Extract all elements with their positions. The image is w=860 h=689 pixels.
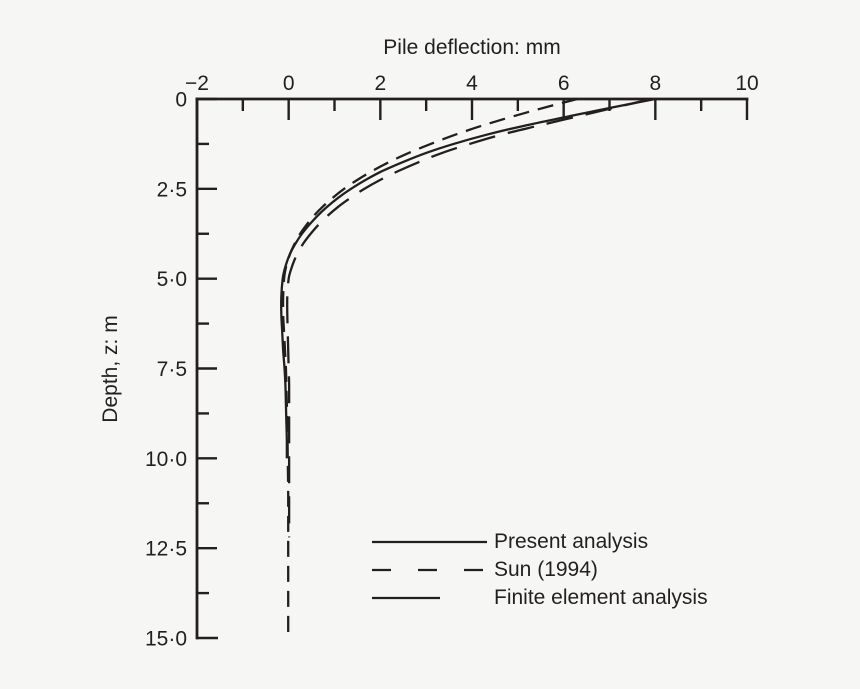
series-line-sun-1994 — [281, 97, 578, 638]
legend-label-present-analysis: Present analysis — [494, 530, 649, 553]
legend-label-finite-element-analysis: Finite element analysis — [494, 586, 708, 609]
x-tick-label: 4 — [466, 72, 478, 95]
y-tick-label: 5·0 — [157, 268, 187, 291]
legend-item-present-analysis: Present analysis — [372, 528, 708, 556]
y-tick-label: 12·5 — [145, 538, 187, 561]
x-tick-label: 10 — [735, 72, 758, 95]
legend-line-present-analysis — [372, 540, 487, 544]
series-line-finite-element-analysis — [286, 97, 652, 538]
series-line-present-analysis — [280, 97, 656, 459]
y-tick-label: 2·5 — [157, 178, 187, 201]
legend-line-finite-element-analysis — [372, 596, 440, 600]
x-tick-label: 2 — [374, 72, 386, 95]
y-tick-label: 15·0 — [145, 628, 187, 651]
y-axis-title: Depth, z: m — [99, 315, 122, 423]
legend-label-sun-1994: Sun (1994) — [494, 558, 598, 581]
y-tick-label: 7·5 — [157, 358, 187, 381]
legend-item-finite-element-analysis: Finite element analysis — [372, 584, 708, 612]
y-tick-label: 10·0 — [145, 448, 187, 471]
x-axis-title: Pile deflection: mm — [383, 36, 561, 59]
x-tick-label: 8 — [649, 72, 661, 95]
legend: Present analysis Sun (1994) Finite eleme… — [372, 528, 708, 612]
legend-item-sun-1994: Sun (1994) — [372, 556, 708, 584]
x-tick-label: −2 — [185, 72, 209, 95]
legend-line-sun-1994 — [372, 568, 483, 572]
x-tick-label: 6 — [558, 72, 570, 95]
x-tick-label: 0 — [283, 72, 295, 95]
y-tick-label: 0 — [175, 89, 187, 112]
